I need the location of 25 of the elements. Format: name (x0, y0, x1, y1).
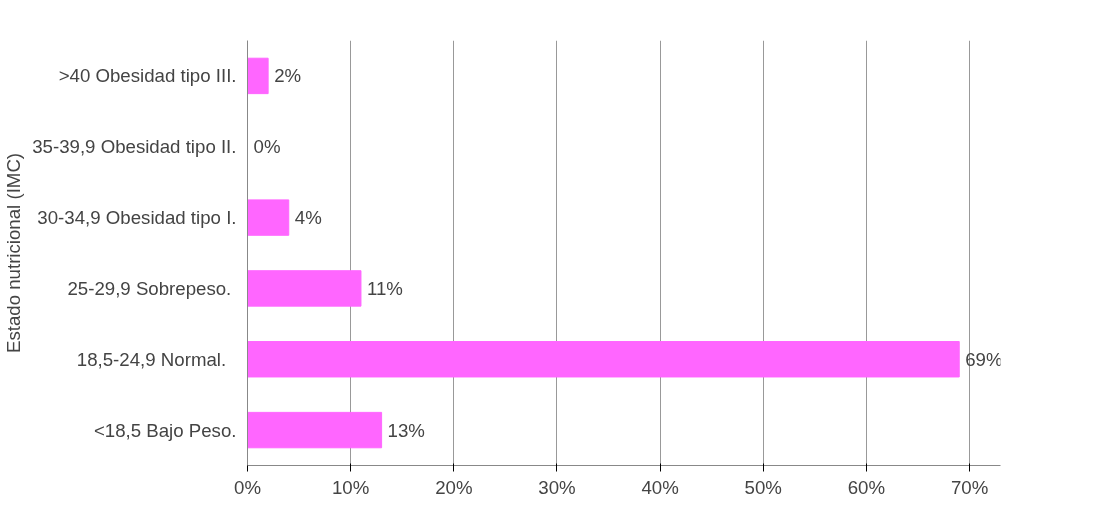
y-tick-label: 18,5-24,9 Normal. (76, 348, 227, 370)
x-tick-label: 20% (435, 476, 473, 498)
x-tick-label: 10% (331, 476, 370, 498)
data-label: 11% (366, 277, 403, 299)
y-tick-label: 30-34,9 Obesidad tipo I. (37, 207, 237, 229)
x-tick-label: 70% (950, 476, 989, 498)
y-tick-label: <18,5 Bajo Peso. (93, 419, 237, 441)
x-tick-label: 0% (234, 476, 261, 498)
y-tick-label: 25-29,9 Sobrepeso. (67, 277, 232, 299)
y-axis-title: Estado nutricional (IMC) (3, 152, 25, 354)
bar (247, 411, 383, 449)
y-tick-label: 35-39,9 Obesidad tipo II. (32, 136, 237, 158)
bar (247, 199, 290, 236)
x-tick-label: 60% (847, 476, 886, 498)
x-tick-label: 50% (744, 476, 782, 498)
y-tick-label: >40 Obesidad tipo III. (58, 65, 237, 87)
x-tick-label: 30% (538, 476, 576, 498)
bar (247, 341, 960, 378)
data-label: 2% (274, 65, 302, 87)
bar (247, 270, 362, 307)
data-label: 13% (387, 419, 425, 441)
x-tick-label: 40% (641, 476, 679, 498)
data-label: 0% (253, 136, 281, 158)
bar (247, 57, 269, 95)
data-label: 4% (294, 207, 322, 229)
